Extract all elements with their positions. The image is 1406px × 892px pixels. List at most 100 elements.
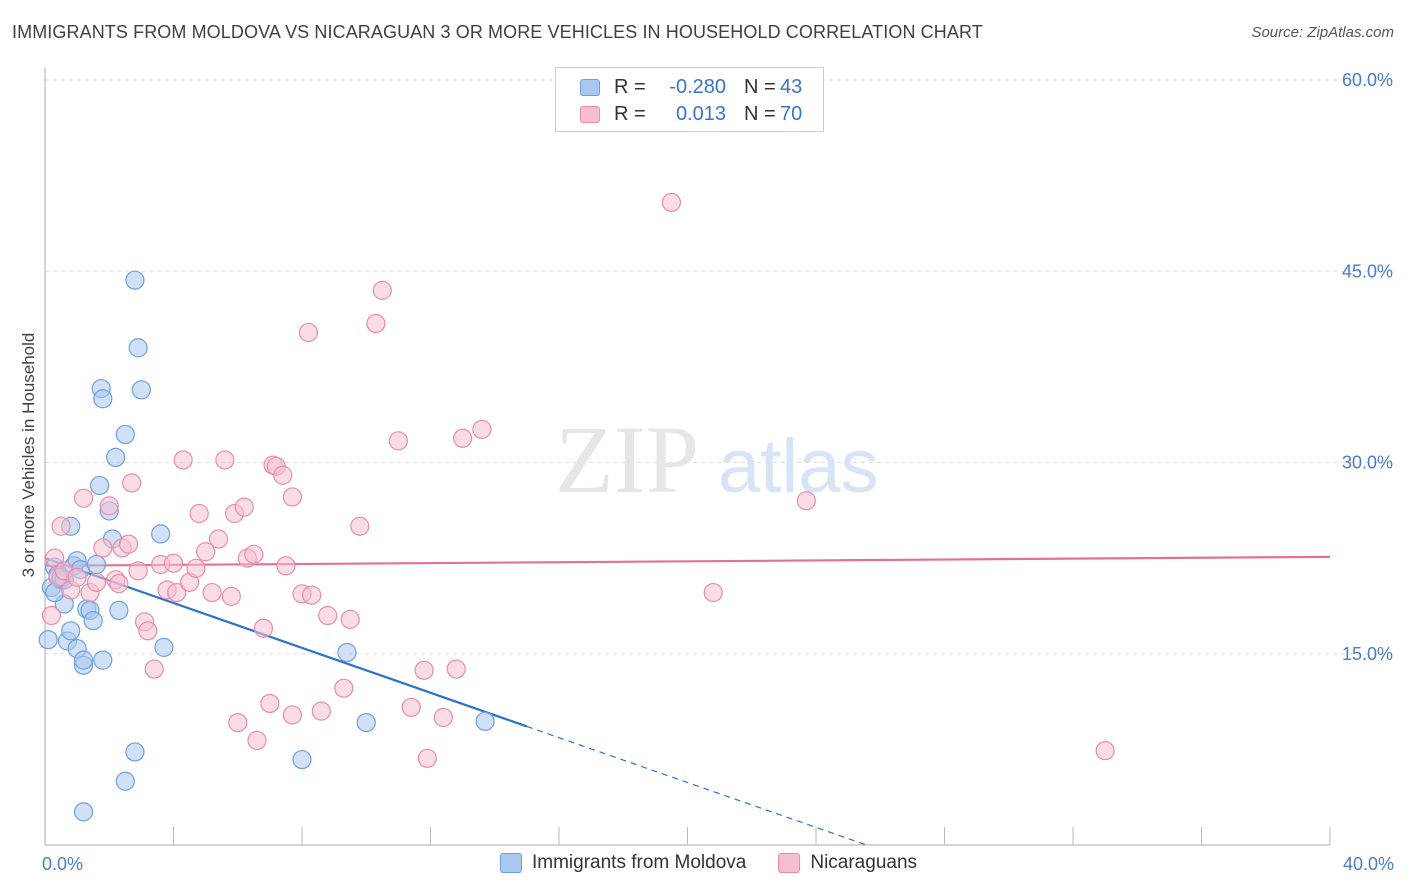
data-point	[433, 707, 453, 728]
data-point	[73, 802, 94, 822]
data-point	[292, 749, 312, 770]
data-point	[472, 419, 492, 439]
data-point	[144, 659, 164, 679]
legend-n-value: 43	[780, 75, 803, 98]
data-point	[73, 650, 94, 670]
data-point	[244, 544, 264, 564]
data-points	[38, 192, 1115, 822]
legend-row-nicaraguans: R = 0.013 N = 70	[580, 101, 802, 127]
legend-n-label: N =	[744, 102, 776, 125]
data-point	[45, 548, 65, 568]
y-axis-label: 3 or more Vehicles in Household	[19, 333, 38, 578]
data-point	[221, 586, 241, 606]
data-point	[122, 473, 142, 493]
data-point	[73, 488, 94, 508]
data-point	[372, 280, 392, 300]
y-tick-label: 15.0%	[1342, 644, 1393, 664]
data-point	[93, 389, 113, 409]
data-point	[298, 322, 319, 343]
data-point	[189, 503, 209, 524]
data-point	[208, 529, 229, 549]
chart-title: IMMIGRANTS FROM MOLDOVA VS NICARAGUAN 3 …	[12, 22, 983, 42]
data-point	[86, 572, 107, 592]
data-point	[475, 711, 495, 731]
data-point	[151, 524, 171, 544]
legend-r-value: -0.280	[669, 75, 726, 98]
legend-item-label: Nicaraguans	[810, 852, 918, 873]
data-point	[86, 554, 107, 575]
data-point	[128, 561, 148, 581]
data-point	[118, 534, 139, 554]
legend-swatch-pink	[580, 105, 600, 123]
data-point	[41, 605, 62, 626]
data-point	[215, 450, 235, 470]
data-point	[260, 693, 280, 714]
legend-item-nicaraguans[interactable]: Nicaraguans	[778, 852, 917, 874]
data-point	[125, 270, 145, 290]
data-point	[337, 642, 357, 663]
data-point	[90, 475, 110, 496]
series-moldova-points	[38, 270, 495, 822]
legend-n-label: N =	[744, 75, 776, 98]
data-point	[186, 558, 206, 578]
data-point	[109, 574, 129, 594]
data-point	[302, 585, 322, 605]
legend-swatch-pink	[778, 853, 801, 873]
legend-r-value: 0.013	[675, 102, 726, 125]
data-point	[154, 637, 174, 657]
data-point	[388, 431, 408, 451]
watermark-atlas: atlas	[718, 424, 879, 509]
axes	[44, 68, 1331, 846]
data-point	[1095, 741, 1115, 761]
legend-n-value: 70	[780, 102, 803, 125]
data-point	[340, 609, 360, 629]
y-tick-label: 30.0%	[1342, 453, 1393, 473]
data-point	[109, 600, 129, 621]
data-point	[51, 516, 71, 536]
data-point	[282, 705, 302, 725]
data-point	[106, 447, 126, 467]
data-point	[417, 748, 437, 768]
data-point	[128, 338, 148, 358]
data-point	[93, 538, 113, 558]
data-point	[311, 701, 331, 721]
data-point	[167, 582, 187, 603]
trend-line-nicaraguans	[44, 555, 1331, 567]
data-point	[282, 487, 302, 507]
data-point	[131, 380, 151, 400]
data-point	[661, 192, 682, 212]
y-tick-label: 45.0%	[1342, 261, 1393, 281]
data-point	[401, 697, 421, 717]
legend-item-label: Immigrants from Moldova	[532, 852, 747, 873]
data-point	[115, 424, 135, 445]
data-point	[334, 678, 354, 698]
data-point	[796, 491, 816, 511]
stats-legend: R = -0.280 N = 43 R = 0.013 N = 70	[555, 67, 824, 132]
data-point	[414, 660, 434, 680]
data-point	[446, 659, 466, 679]
data-point	[318, 605, 338, 626]
data-point	[202, 582, 222, 603]
data-point	[61, 621, 81, 641]
legend-r-label: R =	[614, 102, 646, 125]
trend-line-moldova-extension	[526, 725, 867, 846]
data-point	[366, 313, 386, 334]
x-tick-label: 40.0%	[1343, 854, 1394, 874]
watermark-zip: ZIP	[555, 406, 699, 513]
data-point	[125, 742, 145, 762]
data-point	[93, 650, 113, 670]
legend-swatch-blue	[500, 853, 522, 873]
data-point	[38, 630, 58, 650]
tick-labels: 15.0% 30.0% 45.0% 60.0% 0.0% 40.0%	[42, 70, 1394, 874]
data-point	[196, 542, 216, 562]
legend-r-label: R =	[614, 75, 646, 98]
data-point	[228, 712, 248, 733]
data-point	[253, 618, 274, 638]
data-point	[99, 496, 119, 516]
legend-item-moldova[interactable]: Immigrants from Moldova	[500, 852, 746, 874]
x-tick-label: 0.0%	[42, 854, 83, 874]
data-point	[138, 621, 158, 641]
data-point	[115, 771, 135, 791]
data-point	[163, 553, 184, 573]
